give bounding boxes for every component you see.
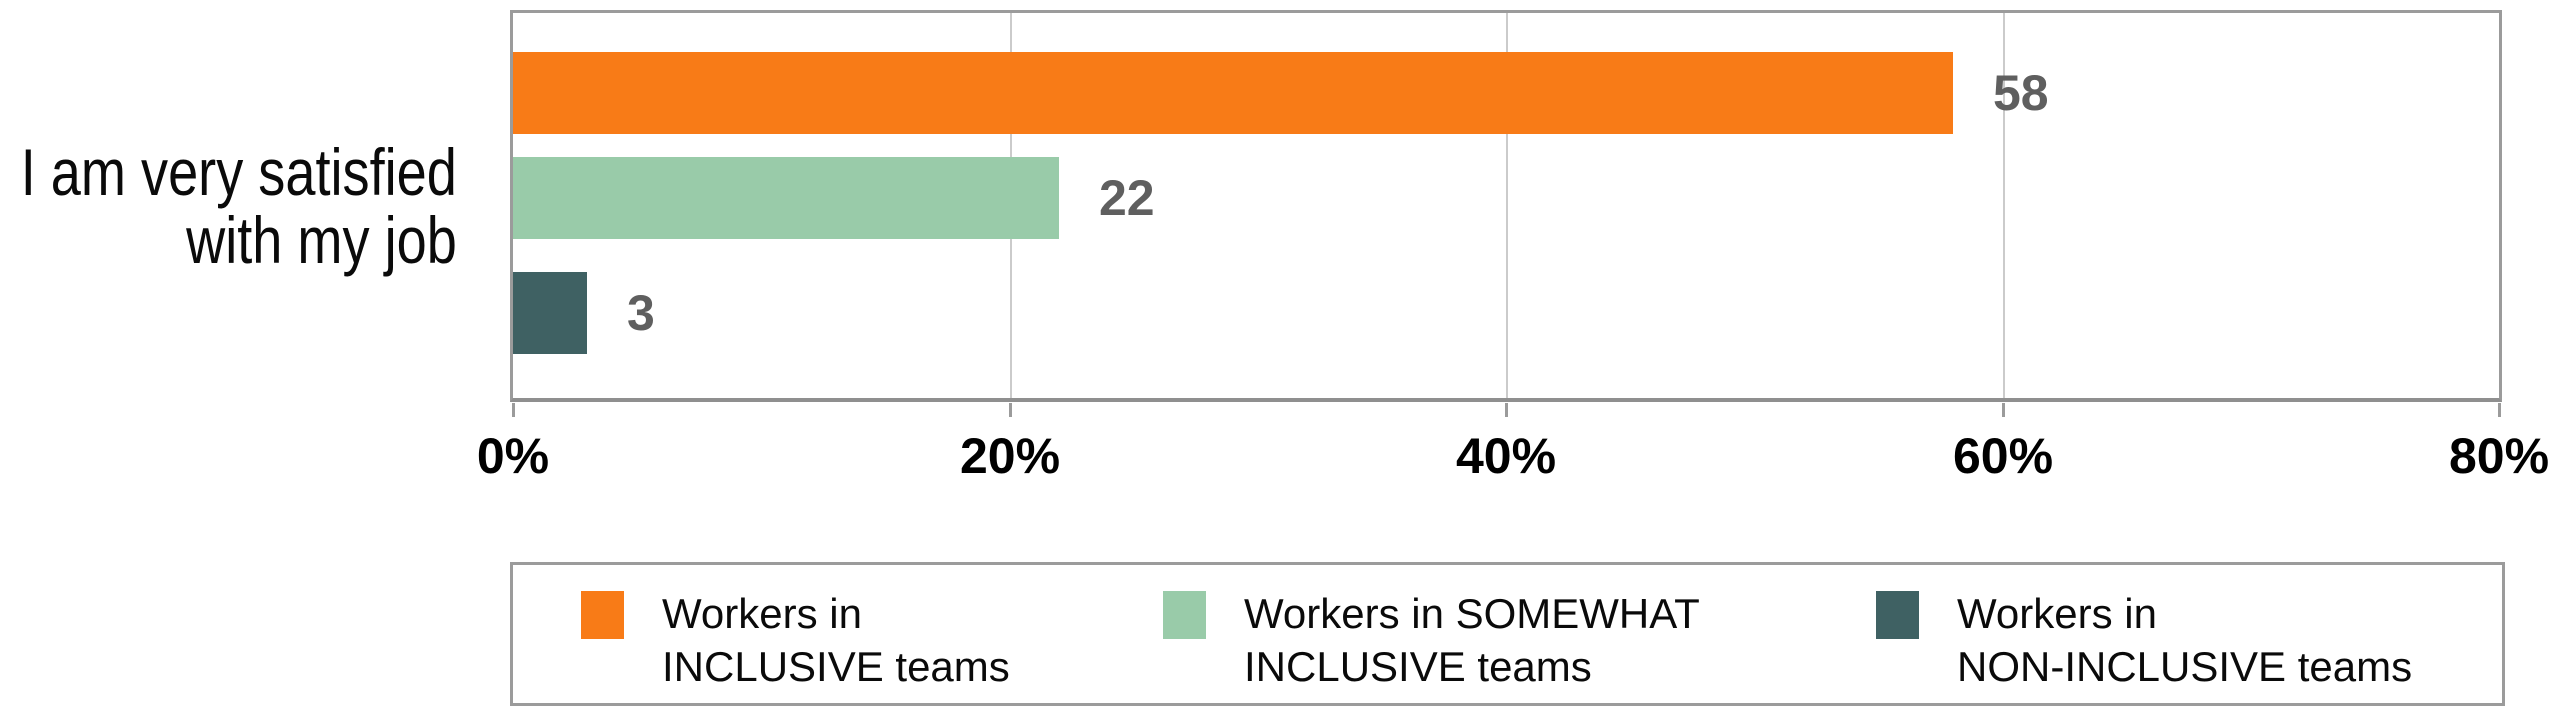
legend-label-line: Workers in SOMEWHAT: [1244, 590, 1700, 637]
legend-label: Workers in INCLUSIVE teams: [662, 587, 1010, 693]
legend-label: Workers in NON-INCLUSIVE teams: [1957, 587, 2412, 693]
gridline: [2003, 13, 2005, 398]
legend: Workers in INCLUSIVE teams Workers in SOME…: [510, 562, 2505, 706]
plot-area: 58 22 3: [510, 10, 2502, 402]
legend-entry-workers-in-inclusive-teams: Workers in INCLUSIVE teams: [581, 587, 1010, 693]
category-label-line1: I am very satisfied: [20, 135, 457, 209]
x-tick-mark: [1009, 403, 1012, 417]
bar-workers-in-somewhat-inclusive-teams: [513, 157, 1059, 239]
x-tick-label: 60%: [1952, 428, 2054, 484]
legend-label-line: INCLUSIVE teams: [1244, 643, 1592, 690]
x-tick-label: 20%: [959, 428, 1061, 484]
category-label: I am very satisfied with my job: [21, 138, 457, 274]
bar-workers-in-inclusive-teams: [513, 52, 1953, 134]
legend-label-line: Workers in: [1957, 590, 2157, 637]
x-tick-label: 80%: [2448, 428, 2550, 484]
category-label-line2: with my job: [186, 203, 457, 277]
x-tick-mark: [2002, 403, 2005, 417]
legend-entry-workers-in-somewhat-inclusive-teams: Workers in SOMEWHAT INCLUSIVE teams: [1163, 587, 1700, 693]
x-tick-mark: [512, 403, 515, 417]
legend-label: Workers in SOMEWHAT INCLUSIVE teams: [1244, 587, 1700, 693]
legend-swatch-icon: [1163, 591, 1206, 639]
x-tick-mark: [2498, 403, 2501, 417]
bar-value-label: 22: [1099, 170, 1155, 226]
gridline: [1506, 13, 1508, 398]
bar-workers-in-non-inclusive-teams: [513, 272, 587, 354]
legend-label-line: Workers in: [662, 590, 862, 637]
legend-entry-workers-in-non-inclusive-teams: Workers in NON-INCLUSIVE teams: [1876, 587, 2412, 693]
bar-value-label: 3: [627, 285, 655, 341]
legend-label-line: NON-INCLUSIVE teams: [1957, 643, 2413, 690]
x-tick-mark: [1505, 403, 1508, 417]
legend-swatch-icon: [1876, 591, 1919, 639]
x-tick-label: 40%: [1455, 428, 1557, 484]
x-tick-label: 0%: [476, 428, 550, 484]
legend-swatch-icon: [581, 591, 624, 639]
legend-label-line: INCLUSIVE teams: [662, 643, 1010, 690]
bar-value-label: 58: [1993, 65, 2049, 121]
